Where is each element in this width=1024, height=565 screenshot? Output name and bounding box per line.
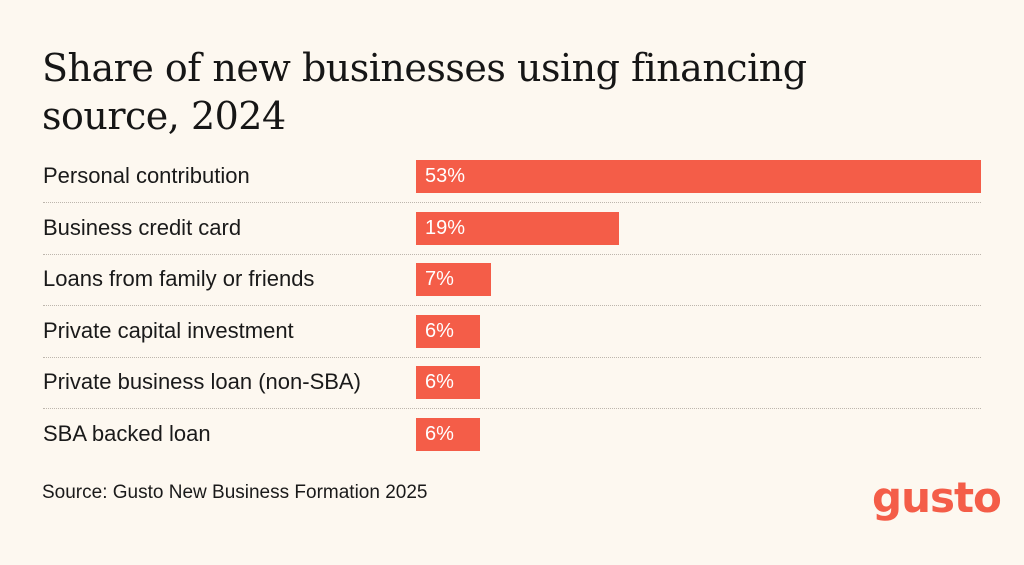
row-divider [43, 356, 981, 358]
bar [416, 211, 619, 245]
chart-title: Share of new businesses using financing … [42, 46, 807, 138]
category-label: Personal contribution [43, 163, 250, 188]
row-divider [43, 202, 981, 203]
category-label: Loans from family or friends [43, 266, 315, 291]
bar-value-label: 6% [425, 319, 454, 342]
bar [416, 263, 491, 296]
bar-value-label: 6% [425, 422, 454, 445]
row-divider [43, 305, 981, 306]
row-divider [43, 253, 981, 255]
bar-value-label: 53% [425, 165, 466, 187]
category-label: Business credit card [43, 214, 242, 240]
category-label: SBA backed loan [43, 420, 211, 446]
source-note: Source: Gusto New Business Formation 202… [42, 482, 428, 503]
bar-value-label: 19% [425, 216, 466, 239]
bar [416, 160, 981, 193]
category-label: Private capital investment [43, 317, 294, 343]
category-label: Private business loan (non-SBA) [43, 369, 361, 394]
bar [416, 314, 480, 348]
row-divider [43, 408, 981, 409]
bar [416, 417, 480, 451]
bar-value-label: 6% [425, 371, 454, 393]
bar [416, 366, 480, 399]
gusto-logo: gusto [872, 473, 1002, 522]
bar-value-label: 7% [425, 268, 454, 290]
